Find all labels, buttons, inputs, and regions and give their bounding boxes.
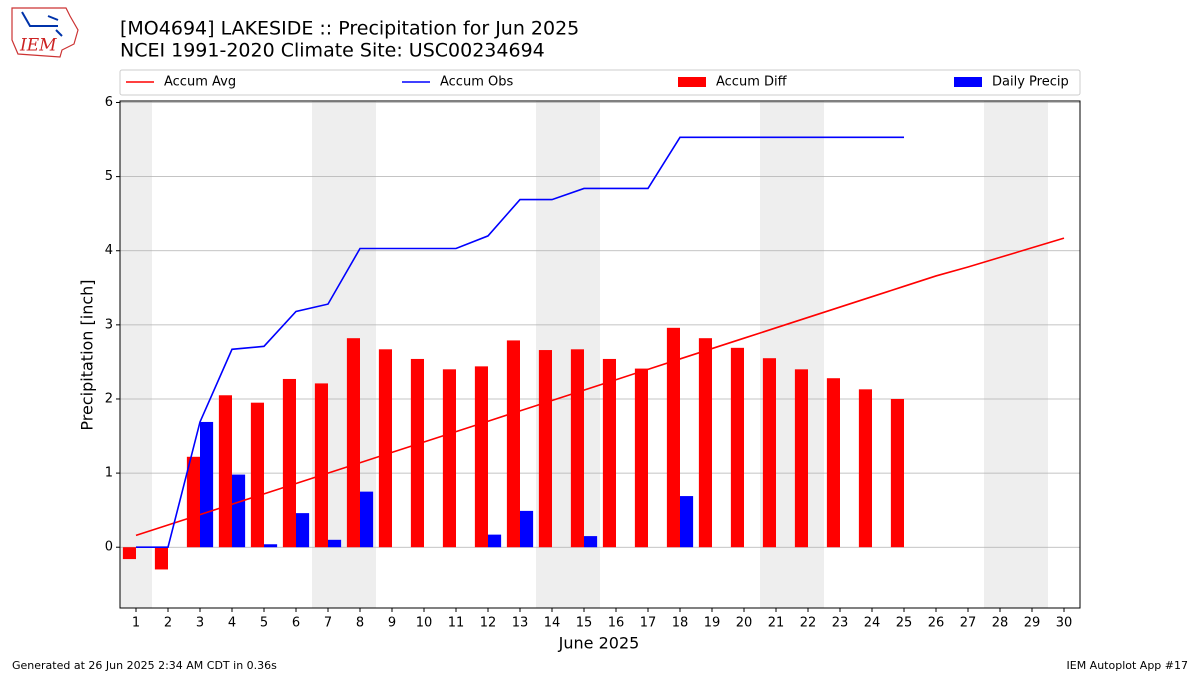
bar — [200, 421, 214, 548]
bar — [360, 491, 374, 548]
bar — [730, 347, 744, 548]
bar — [410, 358, 424, 548]
x-tick-label: 27 — [960, 616, 977, 631]
line — [135, 237, 1065, 537]
y-tick-label: 5 — [105, 169, 113, 184]
bar — [666, 327, 680, 548]
bar — [346, 338, 360, 548]
x-tick-label: 19 — [704, 616, 721, 631]
x-tick-label: 7 — [324, 616, 332, 631]
weekend-band — [120, 101, 152, 608]
bar — [506, 340, 520, 548]
x-tick-label: 10 — [416, 616, 433, 631]
logo-lines — [21, 11, 63, 37]
bar — [378, 349, 392, 548]
x-tick-label: 12 — [480, 616, 497, 631]
y-tick-label: 6 — [105, 95, 113, 110]
x-tick-label: 2 — [164, 616, 172, 631]
x-tick-label: 17 — [640, 616, 657, 631]
x-tick-label: 11 — [448, 616, 465, 631]
bar — [122, 547, 136, 560]
x-tick-label: 23 — [832, 616, 849, 631]
bar — [858, 389, 872, 548]
bar — [474, 366, 488, 548]
chart-subtitle: NCEI 1991-2020 Climate Site: USC00234694 — [120, 40, 545, 62]
chart-title: [MO4694] LAKESIDE :: Precipitation for J… — [120, 18, 579, 40]
bar — [186, 456, 200, 548]
y-tick-label: 4 — [105, 243, 113, 258]
legend-swatch — [954, 77, 982, 87]
weekend-band — [1016, 101, 1048, 608]
x-tick-label: 16 — [608, 616, 625, 631]
y-axis-label: Precipitation [inch] — [78, 279, 97, 430]
x-tick-label: 13 — [512, 616, 529, 631]
bar — [264, 544, 278, 548]
x-tick-label: 4 — [228, 616, 236, 631]
legend-label: Accum Avg — [164, 75, 236, 90]
x-tick-label: 29 — [1024, 616, 1041, 631]
bar — [232, 474, 246, 548]
x-tick-label: 15 — [576, 616, 593, 631]
y-tick-label: 3 — [105, 317, 113, 332]
legend-label: Daily Precip — [992, 75, 1069, 90]
x-axis-label: June 2025 — [558, 634, 640, 653]
plot-area — [120, 101, 1080, 608]
x-tick-label: 5 — [260, 616, 268, 631]
x-tick-label: 8 — [356, 616, 364, 631]
x-tick-label: 26 — [928, 616, 945, 631]
bar — [570, 349, 584, 548]
bar — [218, 395, 232, 548]
bar — [282, 378, 296, 548]
y-tick-label: 0 — [105, 540, 113, 555]
bar — [584, 536, 598, 548]
bar — [488, 534, 502, 548]
weekend-band — [984, 101, 1016, 608]
bar — [794, 369, 808, 548]
x-tick-label: 24 — [864, 616, 881, 631]
x-tick-label: 20 — [736, 616, 753, 631]
logo-text: IEM — [19, 36, 57, 56]
logo: IEM — [11, 7, 79, 58]
bar — [538, 350, 552, 548]
x-tick-label: 25 — [896, 616, 913, 631]
x-tick-label: 1 — [132, 616, 140, 631]
legend-label: Accum Obs — [440, 75, 513, 90]
x-tick-label: 21 — [768, 616, 785, 631]
bar — [314, 383, 328, 548]
bar — [890, 398, 904, 548]
x-tick-label: 14 — [544, 616, 561, 631]
bar — [762, 358, 776, 548]
bar — [680, 496, 694, 548]
legend-box — [119, 69, 1081, 96]
x-tick-label: 6 — [292, 616, 300, 631]
bar — [602, 358, 616, 548]
bar — [328, 539, 342, 548]
bar — [154, 547, 168, 570]
y-tick-label: 2 — [105, 391, 113, 406]
x-tick-label: 28 — [992, 616, 1009, 631]
logo-outline — [11, 7, 79, 58]
bar — [826, 378, 840, 548]
bar — [250, 402, 264, 548]
x-tick-label: 30 — [1056, 616, 1073, 631]
bar — [520, 510, 534, 548]
footer-right: IEM Autoplot App #17 — [1067, 659, 1189, 672]
x-tick-label: 3 — [196, 616, 204, 631]
bar — [442, 369, 456, 548]
plot-frame — [119, 100, 1081, 609]
legend-label: Accum Diff — [716, 75, 788, 90]
bar — [634, 368, 648, 548]
y-tick-label: 1 — [105, 466, 113, 481]
bar — [296, 513, 310, 548]
x-tick-label: 22 — [800, 616, 817, 631]
footer-left: Generated at 26 Jun 2025 2:34 AM CDT in … — [12, 659, 277, 672]
x-tick-label: 18 — [672, 616, 689, 631]
legend-swatch — [678, 77, 706, 87]
line — [136, 136, 904, 549]
x-tick-label: 9 — [388, 616, 396, 631]
bar — [698, 338, 712, 548]
